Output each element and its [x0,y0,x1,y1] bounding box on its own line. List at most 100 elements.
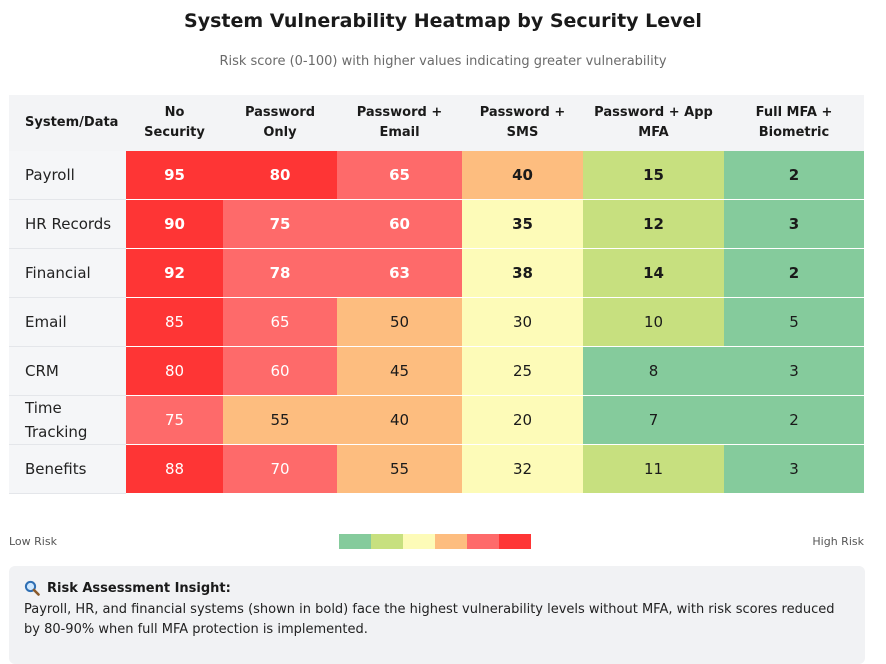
column-header-line: Only [263,125,297,140]
row-label-line: Financial [25,264,91,282]
heatmap-cell: 30 [462,297,583,347]
row-label: HR Records [9,199,126,249]
heatmap-cell: 8 [583,346,724,396]
column-header-line: Password + App [594,105,713,120]
legend-swatch [435,534,467,549]
heatmap-cell: 2 [724,395,864,445]
table-row: HR Records 90 75 60 35 12 3 [9,199,864,249]
column-header-line: Full MFA + [755,105,833,120]
heatmap-cell: 5 [724,297,864,347]
heatmap-cell: 75 [223,199,337,249]
column-header-line: Biometric [758,125,830,140]
heatmap-cell: 3 [724,444,864,494]
legend-swatch [499,534,531,549]
legend-high-label: High Risk [812,535,864,548]
heatmap-body: Payroll 95 80 65 40 15 2 HR Records 90 75 60 35 12 3 F… [9,151,864,494]
legend-swatch [403,534,435,549]
heatmap-cell: 38 [462,248,583,298]
row-label-line: Benefits [25,460,87,478]
table-row: Financial 92 78 63 38 14 2 [9,248,864,298]
heatmap-cell: 90 [126,199,223,249]
row-label: Payroll [9,151,126,200]
heatmap-cell: 2 [724,151,864,200]
heatmap-cell: 40 [462,151,583,200]
heatmap-cell: 12 [583,199,724,249]
heatmap-cell: 95 [126,151,223,200]
row-label-line: CRM [25,362,59,380]
legend-swatch [467,534,499,549]
heatmap-cell: 78 [223,248,337,298]
heatmap-cell: 2 [724,248,864,298]
heatmap-cell: 15 [583,151,724,200]
heatmap-cell: 10 [583,297,724,347]
table-row: Time Tracking 75 55 40 20 7 2 [9,395,864,445]
legend-swatch [371,534,403,549]
heatmap-header-row: System/Data No Security Password Only Passwo… [9,95,864,151]
row-label: Financial [9,248,126,298]
heatmap-cell: 32 [462,444,583,494]
heatmap-cell: 65 [337,151,462,200]
heatmap-cell: 14 [583,248,724,298]
heatmap-cell: 40 [337,395,462,445]
heatmap-cell: 85 [126,297,223,347]
heatmap-cell: 60 [223,346,337,396]
table-row: Benefits 88 70 55 32 11 3 [9,444,864,494]
column-header: No Security [126,95,223,151]
chart-subtitle: Risk score (0-100) with higher values in… [219,54,667,69]
heatmap-cell: 92 [126,248,223,298]
chart-title: System Vulnerability Heatmap by Security… [184,10,702,32]
heatmap-cell: 25 [462,346,583,396]
heatmap-cell: 65 [223,297,337,347]
heatmap-cell: 55 [337,444,462,494]
column-header-line: MFA [638,125,669,140]
row-label-line: Time [25,399,62,417]
heatmap-cell: 7 [583,395,724,445]
column-header: Full MFA + Biometric [724,95,864,151]
row-label: Email [9,297,126,347]
heatmap-cell: 88 [126,444,223,494]
table-row: CRM 80 60 45 25 8 3 [9,346,864,396]
insight-heading-line: Risk Assessment Insight: [24,580,850,596]
legend-color-scale [339,534,531,549]
heatmap-cell: 35 [462,199,583,249]
heatmap-cell: 60 [337,199,462,249]
heatmap-cell: 50 [337,297,462,347]
heatmap-cell: 3 [724,346,864,396]
column-header-line: Password [244,105,316,120]
insight-box: Risk Assessment Insight: Payroll, HR, an… [9,566,865,664]
row-label: CRM [9,346,126,396]
heatmap-cell: 70 [223,444,337,494]
row-label-line: Email [25,313,67,331]
insight-heading: Risk Assessment Insight: [47,580,231,596]
heatmap-cell: 75 [126,395,223,445]
heatmap-cell: 80 [223,151,337,200]
heatmap-cell: 20 [462,395,583,445]
column-header: Password + Email [337,95,462,151]
column-header-line: Security [144,125,205,140]
column-header: Password Only [223,95,337,151]
row-label-line: HR Records [25,215,112,233]
insight-body: Payroll, HR, and financial systems (show… [24,602,835,637]
column-header: Password + App MFA [583,95,724,151]
column-header-line: No [164,105,185,120]
column-header-line: Password + [356,105,443,120]
heatmap-cell: 11 [583,444,724,494]
row-label: Benefits [9,444,126,494]
magnifier-icon [24,580,40,596]
column-header-line: Password + [479,105,566,120]
heatmap-cell: 63 [337,248,462,298]
table-row: Email 85 65 50 30 10 5 [9,297,864,347]
heatmap-cell: 80 [126,346,223,396]
column-header: Password + SMS [462,95,583,151]
heatmap-cell: 45 [337,346,462,396]
legend-low-label: Low Risk [9,535,57,548]
corner-header: System/Data [9,95,126,151]
row-label-line: Payroll [25,166,75,184]
row-label-line: Tracking [25,423,88,441]
column-header-line: SMS [506,125,539,140]
heatmap-cell: 3 [724,199,864,249]
row-label: Time Tracking [9,395,126,445]
heatmap-table: System/Data No Security Password Only Passwo… [9,95,864,494]
table-row: Payroll 95 80 65 40 15 2 [9,151,864,200]
legend-swatch [339,534,371,549]
